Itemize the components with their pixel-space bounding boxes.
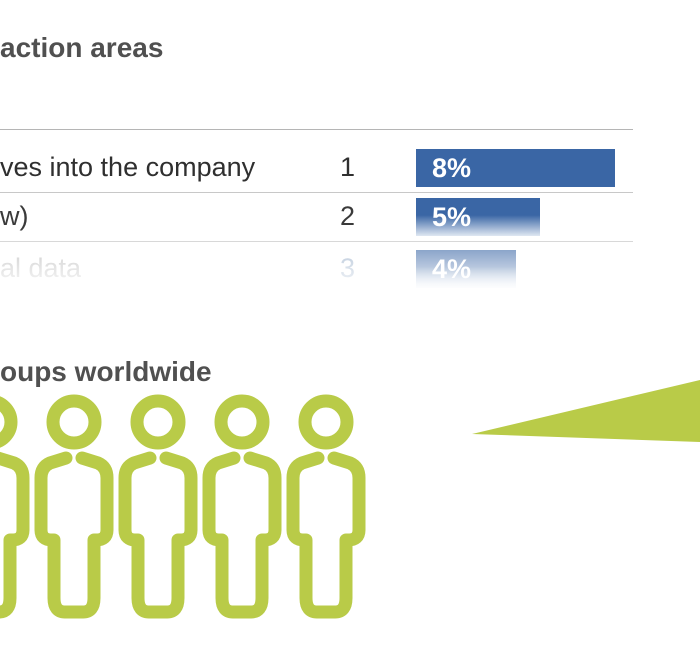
person-icon [118,394,198,619]
person-icon [202,394,282,619]
row-rank: 3 [340,253,356,283]
row-rank: 1 [340,152,356,182]
row-separator [0,241,633,242]
row-label: ves into the company [0,152,256,182]
table-row: w) 2 5% [0,193,633,239]
person-icon [286,394,366,619]
row-rank: 2 [340,201,356,231]
table-top-rule [0,129,633,130]
bar-mark: 4% [416,250,516,288]
people-illustration [0,380,700,619]
person-icons [0,394,366,619]
section-title: oups worldwide [0,356,212,387]
bar-value-label: 8% [432,153,472,183]
bar-value-label: 4% [432,254,472,284]
section-title: action areas [0,32,164,63]
table-row: ves into the company 1 8% [0,144,633,190]
person-icon [0,396,30,619]
bar-mark: 5% [416,198,540,236]
bar-value-label: 5% [432,202,472,232]
callout-pointer [472,380,700,442]
row-separator [0,192,633,193]
table-row: al data 3 4% [0,245,633,291]
person-icon [34,394,114,619]
row-label: al data [0,253,82,283]
row-label: w) [0,201,29,231]
bar-mark: 8% [416,149,615,187]
